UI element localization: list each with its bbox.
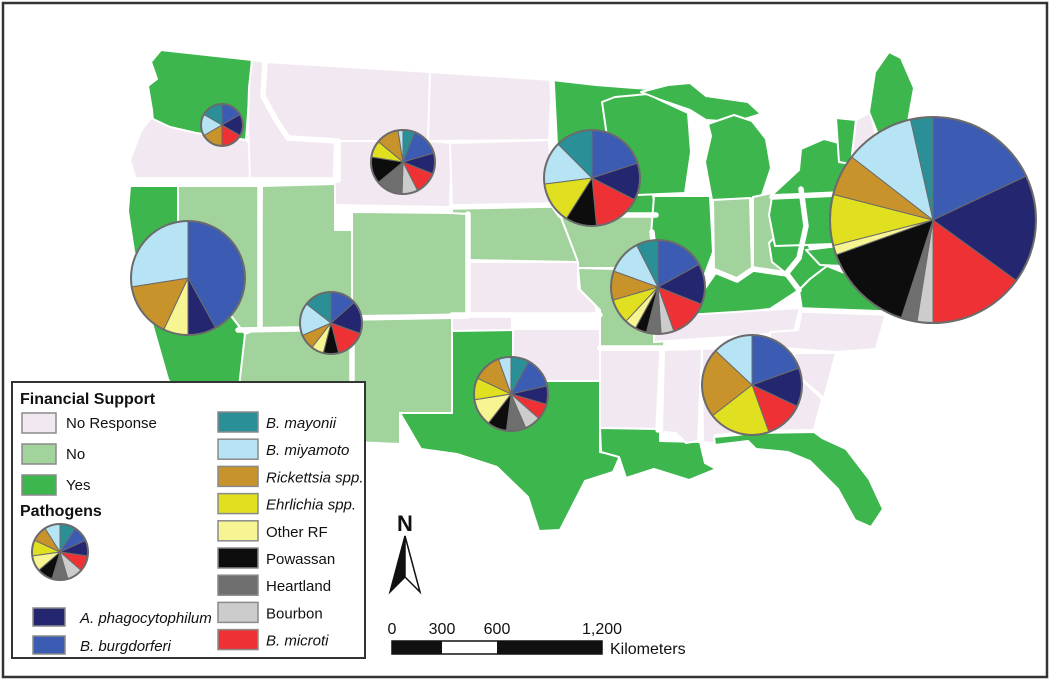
legend-swatch-mayonii	[217, 411, 259, 433]
legend-swatch-heartland	[217, 574, 259, 596]
legend-swatch-no_response	[21, 412, 57, 434]
scale-tick-2: 600	[484, 621, 511, 638]
pie-upper-midwest	[543, 129, 641, 227]
state-in	[712, 197, 753, 281]
legend-label-powassan: Powassan	[266, 551, 335, 568]
north-label: N	[397, 511, 413, 536]
scale-tick-1: 300	[429, 621, 456, 638]
legend-swatch-microti	[217, 628, 259, 651]
legend-pathogens-title: Pathogens	[20, 503, 102, 520]
legend-pathogens-left-column: A. phagocytophilum B. burgdorferi	[32, 607, 212, 655]
pie-southeast-outline	[701, 334, 803, 436]
legend-label-yes: Yes	[66, 477, 90, 494]
region-boundary-16	[799, 307, 889, 316]
legend-swatch-powassan	[217, 547, 259, 569]
state-ms	[661, 348, 703, 444]
legend-label-no_response: No Response	[66, 415, 157, 432]
state-la	[599, 427, 717, 481]
north-arrow-icon: N	[388, 511, 422, 595]
state-fl	[713, 431, 884, 528]
legend-swatch-miyamoto	[217, 438, 259, 460]
legend-label-rickettsia: Rickettsia spp.	[266, 469, 364, 486]
scale-bar-segment-2	[442, 641, 497, 654]
legend-swatch-no	[21, 443, 57, 465]
pie-northwest	[200, 103, 244, 147]
pie-west-outline	[130, 220, 246, 336]
legend-label-other_rf: Other RF	[266, 524, 328, 541]
pie-northeast-outline	[829, 116, 1037, 324]
scale-bar-segment-3	[497, 641, 602, 654]
region-boundary-5	[349, 313, 471, 321]
pie-upper-midwest-outline	[543, 129, 641, 227]
scale-bar-segment-1	[392, 641, 442, 654]
state-nd	[427, 71, 553, 142]
pie-mountain	[370, 129, 436, 195]
scale-bar-ticks: 0 300 600 1,200	[388, 621, 623, 638]
pie-central	[610, 239, 706, 335]
pie-northeast	[829, 116, 1037, 324]
pie-south-central	[473, 356, 549, 432]
legend-label-burgdorferi: B. burgdorferi	[80, 638, 172, 655]
pie-west	[130, 220, 246, 336]
pie-charts-layer	[31, 103, 1037, 581]
scale-bar: 0 300 600 1,200 Kilometers	[388, 621, 686, 658]
legend-swatch-bourbon	[217, 601, 259, 624]
legend-label-heartland: Heartland	[266, 578, 331, 595]
pie-legend-sample-outline	[31, 523, 89, 581]
legend-pathogens-right-column: B. mayonii B. miyamoto Rickettsia spp. Ehrl…	[217, 411, 364, 651]
legend-swatch-burgdorferi	[32, 635, 66, 655]
legend-swatch-rickettsia	[217, 465, 259, 488]
legend-label-ehrlichia: Ehrlichia spp.	[266, 497, 356, 514]
state-ar	[599, 347, 665, 430]
legend-support-rows: No Response No Yes	[21, 412, 157, 496]
legend-label-no: No	[66, 446, 85, 463]
pie-central-outline	[610, 239, 706, 335]
scale-tick-3: 1,200	[582, 621, 622, 638]
scale-bar-outline	[391, 640, 603, 655]
pie-southwest	[299, 291, 363, 355]
pie-south-central-outline	[473, 356, 549, 432]
state-ks	[467, 261, 597, 316]
legend-label-phagocytophilum: A. phagocytophilum	[79, 610, 212, 627]
region-boundary-12	[655, 347, 665, 433]
pie-southwest-outline	[299, 291, 363, 355]
pie-mountain-outline	[370, 129, 436, 195]
scale-bar-unit: Kilometers	[610, 641, 686, 658]
legend-box	[11, 381, 366, 659]
legend-swatch-yes	[21, 474, 57, 496]
legend-label-bourbon: Bourbon	[266, 605, 323, 622]
state-sd	[449, 139, 554, 208]
legend: Financial Support No Response No Yes Patho…	[11, 381, 366, 659]
state-co	[351, 211, 469, 317]
legend-swatch-phagocytophilum	[32, 607, 66, 627]
region-boundary-15	[783, 186, 809, 277]
legend-swatch-ehrlichia	[217, 492, 259, 515]
pie-southeast	[701, 334, 803, 436]
pie-legend-sample	[31, 523, 89, 581]
legend-label-miyamoto: B. miyamoto	[266, 442, 349, 459]
region-boundary-0	[260, 59, 341, 183]
legend-label-mayonii: B. mayonii	[266, 415, 337, 432]
state-miu	[640, 82, 762, 123]
legend-financial-title: Financial Support	[20, 391, 156, 408]
legend-label-microti: B. microti	[266, 633, 329, 650]
state-mil	[704, 114, 772, 201]
pie-northwest-outline	[200, 103, 244, 147]
north-arrow-right-half	[404, 535, 422, 595]
scale-tick-0: 0	[388, 621, 397, 638]
legend-swatch-other_rf	[217, 520, 259, 542]
